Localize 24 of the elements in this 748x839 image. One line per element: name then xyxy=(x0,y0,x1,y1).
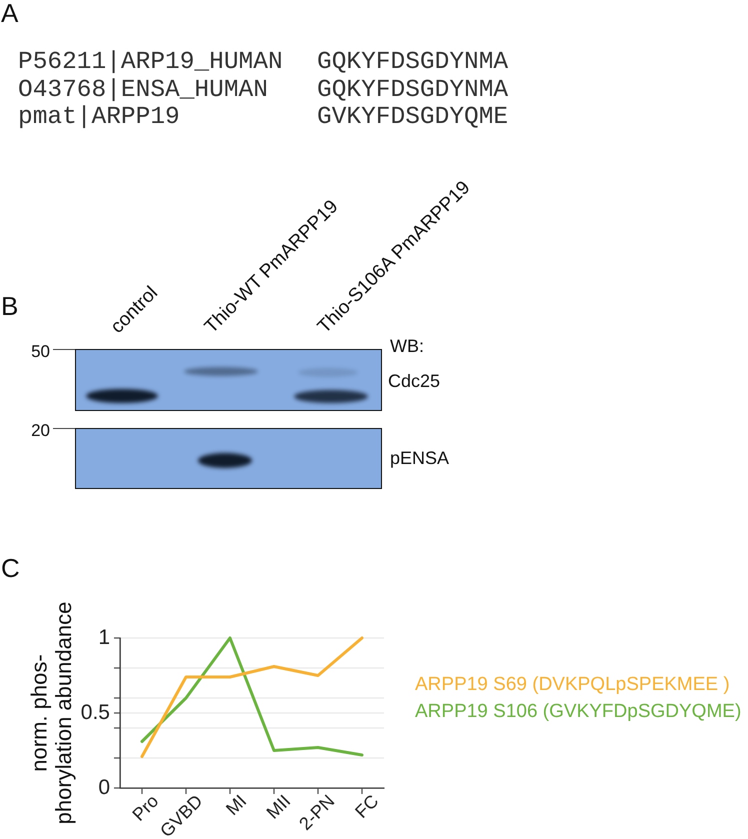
text: 20 xyxy=(31,421,50,440)
text: 50 xyxy=(31,342,50,361)
y-tick-label: 0 xyxy=(98,776,110,799)
x-tick-label: MII xyxy=(262,790,294,823)
text: Cdc25 xyxy=(388,371,440,391)
text: A xyxy=(1,0,18,28)
text: GVKYFDSGDYQME xyxy=(317,104,508,132)
x-tick-label: Pro xyxy=(128,790,162,825)
y-tick-label: 1 xyxy=(98,626,110,649)
y-axis-title: norm. phos- phorylation abundance xyxy=(26,602,76,824)
text: pmat|ARPP19 xyxy=(18,104,180,132)
text: GQKYFDSGDYNMA xyxy=(317,76,508,104)
text: GQKYFDSGDYNMA xyxy=(317,49,508,76)
text: WB: xyxy=(390,336,424,356)
x-tick-label: FC xyxy=(351,790,382,822)
text: B xyxy=(1,291,18,321)
y-tick-label: 0.5 xyxy=(80,700,110,724)
x-tick-label: MI xyxy=(222,790,250,820)
text: ARPP19 S106 (GVKYFDpSGDYQME) xyxy=(415,700,742,724)
chart-title: C xyxy=(1,553,20,583)
text: O43768|ENSA_HUMAN xyxy=(18,76,268,104)
text: pENSA xyxy=(390,448,450,468)
text: P56211|ARP19_HUMAN xyxy=(18,49,283,76)
text: ARPP19 S69 (DVKPQLpSPEKMEE ) xyxy=(415,673,731,697)
